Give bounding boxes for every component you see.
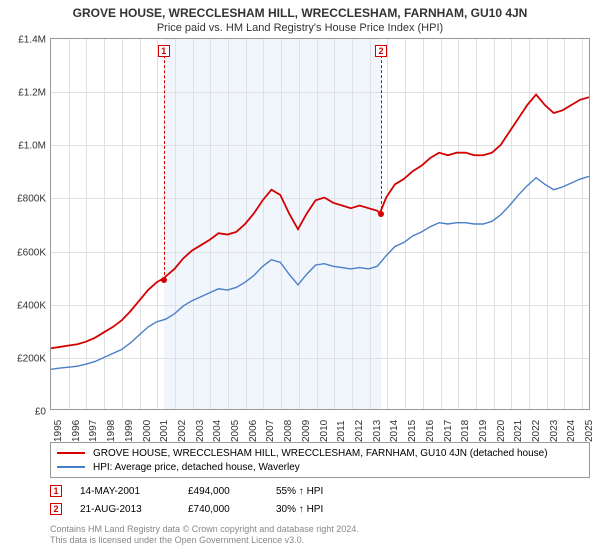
series-svg	[51, 39, 589, 409]
x-axis-label: 2010	[319, 420, 330, 442]
legend-label: HPI: Average price, detached house, Wave…	[93, 462, 300, 473]
x-axis-label: 2007	[265, 420, 276, 442]
transaction-price: £494,000	[188, 486, 258, 497]
x-axis-label: 2001	[159, 420, 170, 442]
x-axis-label: 2009	[301, 420, 312, 442]
transaction-date: 14-MAY-2001	[80, 486, 170, 497]
x-axis-label: 2006	[248, 420, 259, 442]
plot-area: 12	[50, 38, 590, 410]
x-axis-label: 2020	[496, 420, 507, 442]
footer-line: Contains HM Land Registry data © Crown c…	[50, 524, 590, 535]
x-axis-label: 2005	[230, 420, 241, 442]
chart-title: GROVE HOUSE, WRECCLESHAM HILL, WRECCLESH…	[0, 0, 600, 20]
x-axis-label: 2015	[407, 420, 418, 442]
legend-item: GROVE HOUSE, WRECCLESHAM HILL, WRECCLESH…	[57, 446, 583, 460]
legend-label: GROVE HOUSE, WRECCLESHAM HILL, WRECCLESH…	[93, 448, 548, 459]
marker-dot	[161, 277, 167, 283]
y-axis-label: £1.0M	[18, 141, 46, 152]
transaction-price: £740,000	[188, 504, 258, 515]
y-axis-label: £200K	[17, 353, 46, 364]
transaction-hpi: 30% ↑ HPI	[276, 504, 323, 515]
y-axis-label: £1.4M	[18, 35, 46, 46]
x-axis-label: 2021	[513, 420, 524, 442]
x-axis-label: 1997	[88, 420, 99, 442]
x-axis-label: 2013	[372, 420, 383, 442]
footer-line: This data is licensed under the Open Gov…	[50, 535, 590, 546]
x-axis-label: 2022	[531, 420, 542, 442]
x-axis-label: 2000	[142, 420, 153, 442]
transaction-table: 1 14-MAY-2001 £494,000 55% ↑ HPI 2 21-AUG-201…	[50, 482, 590, 518]
series-line	[51, 176, 589, 369]
x-axis-label: 1996	[71, 420, 82, 442]
x-axis-label: 2002	[177, 420, 188, 442]
legend-item: HPI: Average price, detached house, Wave…	[57, 460, 583, 474]
marker-flag: 1	[158, 45, 170, 57]
x-axis-label: 2014	[389, 420, 400, 442]
x-axis-label: 2003	[195, 420, 206, 442]
transaction-date: 21-AUG-2013	[80, 504, 170, 515]
x-axis-label: 1995	[53, 420, 64, 442]
footer-attribution: Contains HM Land Registry data © Crown c…	[50, 524, 590, 546]
x-axis-label: 2017	[443, 420, 454, 442]
x-axis-label: 2016	[425, 420, 436, 442]
chart-container: GROVE HOUSE, WRECCLESHAM HILL, WRECCLESH…	[0, 0, 600, 560]
transaction-hpi: 55% ↑ HPI	[276, 486, 323, 497]
x-axis-label: 2004	[212, 420, 223, 442]
transaction-marker: 2	[50, 503, 62, 515]
legend-swatch	[57, 466, 85, 468]
marker-line	[164, 45, 165, 280]
x-axis-label: 1998	[106, 420, 117, 442]
x-axis-label: 2025	[584, 420, 595, 442]
y-axis-label: £1.2M	[18, 88, 46, 99]
x-axis-label: 2011	[336, 420, 347, 442]
y-axis-label: £400K	[17, 300, 46, 311]
x-axis-label: 2018	[460, 420, 471, 442]
y-axis-label: £800K	[17, 194, 46, 205]
marker-flag: 2	[375, 45, 387, 57]
series-line	[51, 95, 589, 349]
x-axis-label: 2012	[354, 420, 365, 442]
chart-subtitle: Price paid vs. HM Land Registry's House …	[0, 20, 600, 38]
y-axis-label: £600K	[17, 247, 46, 258]
x-axis-label: 2008	[283, 420, 294, 442]
legend-swatch	[57, 452, 85, 454]
x-axis-label: 2019	[478, 420, 489, 442]
y-axis-label: £0	[35, 407, 46, 418]
marker-line	[381, 45, 382, 214]
transaction-row: 2 21-AUG-2013 £740,000 30% ↑ HPI	[50, 500, 590, 518]
transaction-row: 1 14-MAY-2001 £494,000 55% ↑ HPI	[50, 482, 590, 500]
transaction-marker: 1	[50, 485, 62, 497]
legend: GROVE HOUSE, WRECCLESHAM HILL, WRECCLESH…	[50, 442, 590, 478]
x-axis-label: 1999	[124, 420, 135, 442]
x-axis-label: 2023	[549, 420, 560, 442]
x-axis-label: 2024	[566, 420, 577, 442]
